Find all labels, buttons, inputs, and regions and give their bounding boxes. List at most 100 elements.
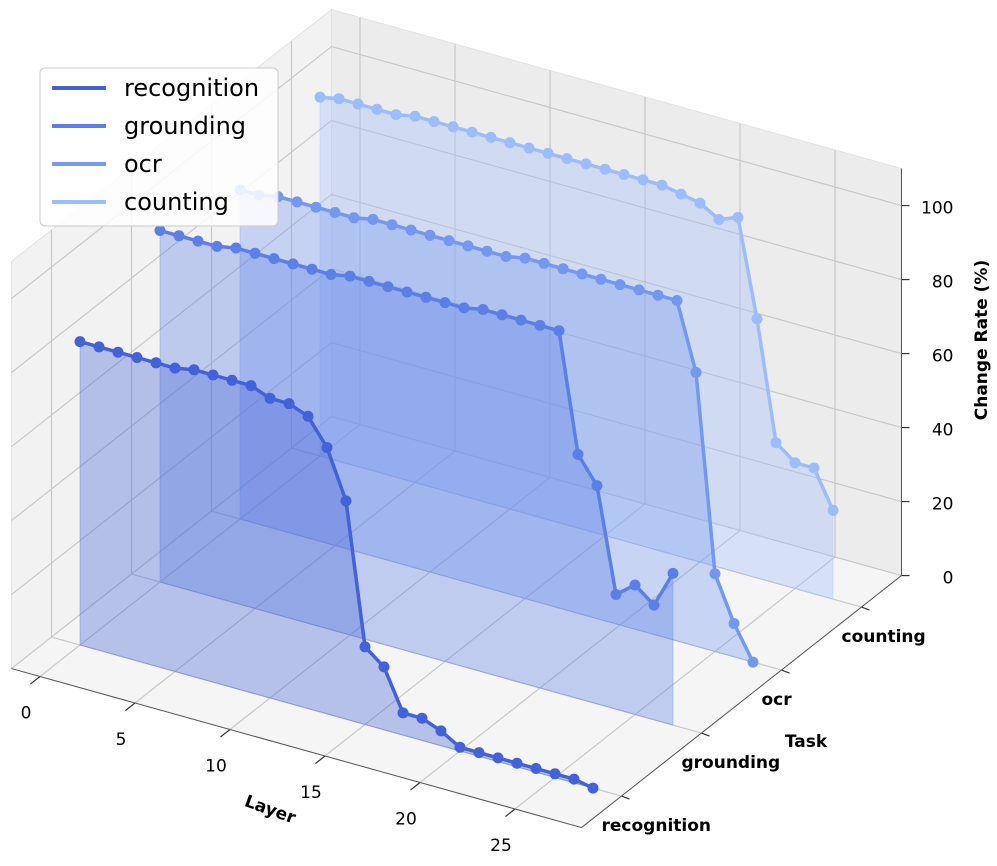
legend: recognition grounding ocr counting	[39, 67, 279, 227]
point	[302, 410, 314, 422]
grid-line	[331, 341, 902, 503]
point	[568, 773, 580, 785]
point	[614, 279, 626, 291]
task-tick-label: counting	[842, 627, 926, 647]
point	[595, 273, 607, 285]
point	[538, 257, 550, 269]
point	[557, 263, 569, 275]
point	[675, 188, 687, 200]
x-tick	[410, 782, 421, 791]
grid-line	[419, 530, 741, 783]
task-tick-label: grounding	[682, 753, 781, 773]
point	[230, 242, 242, 254]
grid-line	[134, 450, 456, 704]
point	[359, 641, 371, 653]
point	[443, 235, 455, 247]
point	[154, 225, 166, 236]
point	[523, 142, 535, 154]
legend-label: counting	[124, 188, 229, 216]
grid-line	[229, 477, 551, 730]
point	[485, 131, 497, 143]
point	[633, 284, 645, 296]
point	[268, 253, 280, 265]
point	[310, 201, 322, 213]
legend-label: grounding	[124, 112, 246, 140]
series-line	[159, 228, 675, 607]
point	[344, 270, 356, 282]
point	[709, 568, 721, 580]
series-line	[79, 339, 594, 790]
point	[481, 245, 493, 257]
grid-line	[514, 556, 836, 810]
z-axis-label: Change Rate (%)	[972, 260, 992, 420]
point	[473, 747, 485, 759]
point	[390, 109, 402, 121]
x-tick-label: 15	[300, 783, 322, 803]
grid-line	[11, 268, 332, 522]
x-tick	[220, 729, 231, 738]
point	[386, 219, 398, 231]
point	[333, 93, 345, 105]
point	[192, 235, 204, 247]
point	[827, 504, 839, 516]
point	[561, 153, 573, 165]
point	[378, 661, 390, 673]
legend-label: recognition	[124, 74, 259, 102]
task-tick	[781, 669, 790, 674]
point	[466, 126, 478, 138]
point	[492, 752, 504, 764]
x-tick-label: 25	[490, 836, 512, 856]
point	[637, 174, 649, 186]
point	[264, 392, 276, 404]
point	[652, 289, 664, 301]
point	[173, 230, 185, 242]
point	[291, 196, 303, 208]
point	[572, 448, 584, 460]
point	[367, 213, 379, 225]
point	[648, 599, 660, 611]
x-tick	[30, 676, 41, 685]
point	[553, 325, 565, 337]
series	[154, 225, 679, 726]
task-tick	[701, 732, 710, 737]
point	[618, 169, 630, 180]
x-tick-label: 5	[116, 730, 127, 750]
point	[770, 437, 782, 449]
point	[694, 197, 706, 209]
series	[234, 184, 759, 668]
point	[371, 103, 383, 115]
series	[74, 336, 599, 794]
point	[728, 618, 740, 629]
point	[789, 457, 801, 469]
z-tick-label: 100	[921, 199, 953, 219]
x-tick	[505, 808, 516, 818]
point	[515, 314, 527, 326]
point	[667, 567, 679, 579]
point	[283, 398, 295, 410]
series-line	[319, 95, 835, 512]
point	[496, 309, 508, 321]
task-tick-label: recognition	[602, 816, 712, 836]
grid-line	[331, 119, 902, 281]
grid-line	[11, 194, 332, 448]
point	[454, 741, 466, 753]
point	[428, 116, 440, 127]
grid-line	[39, 424, 361, 677]
point	[207, 369, 219, 381]
x-tick	[125, 702, 136, 712]
point	[519, 252, 531, 264]
point	[629, 579, 641, 591]
point	[587, 782, 599, 794]
task-grid-line	[131, 573, 702, 734]
point	[211, 240, 223, 252]
point	[713, 214, 725, 225]
point	[435, 725, 447, 737]
point	[397, 707, 409, 719]
point	[599, 163, 611, 175]
z-tick-label: 80	[932, 273, 954, 293]
grid-line	[11, 342, 332, 596]
x-tick-label: 10	[205, 757, 227, 777]
task-grid-line	[211, 510, 782, 671]
axis-line	[11, 668, 582, 829]
point	[340, 495, 352, 507]
